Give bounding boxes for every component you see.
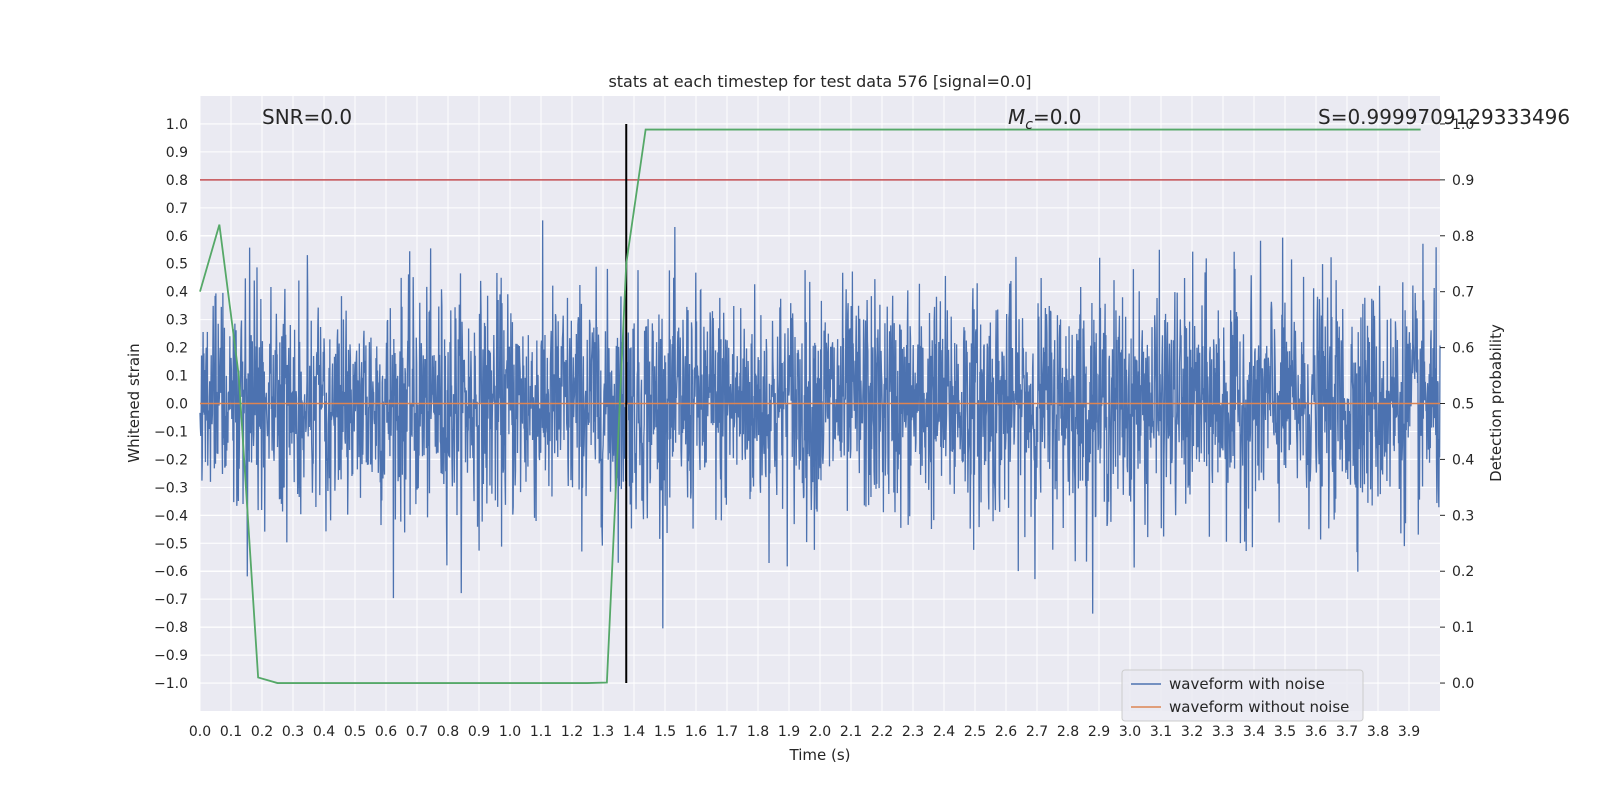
- mc-annotation: Mc=0.0: [1008, 105, 1082, 133]
- y-tick-label: 0.1: [166, 369, 188, 385]
- y2-tick-label: 0.3: [1452, 508, 1474, 524]
- x-tick-label: 0.6: [375, 724, 397, 740]
- x-tick-label: 0.3: [282, 724, 304, 740]
- y-tick-label: −0.9: [154, 648, 188, 664]
- y-tick-label: 0.6: [166, 229, 188, 245]
- x-tick-label: 0.5: [344, 724, 366, 740]
- x-tick-label: 1.9: [778, 724, 800, 740]
- x-tick-label: 3.6: [1305, 724, 1327, 740]
- mc-value: =0.0: [1033, 105, 1082, 129]
- y2-tick-label: 0.1: [1452, 620, 1474, 636]
- waveform-with-noise-line: [199, 220, 1441, 629]
- y-tick-label: −0.8: [154, 620, 188, 636]
- x-tick-label: 3.2: [1181, 724, 1203, 740]
- s-annotation: S=0.9999709129333496: [1318, 105, 1570, 129]
- y-tick-label: 0.2: [166, 341, 188, 357]
- detection-probability-line: [199, 128, 1421, 684]
- y-tick-label: 0.3: [166, 313, 188, 329]
- chart-title: stats at each timestep for test data 576…: [608, 72, 1031, 91]
- y-tick-label: 0.4: [166, 285, 188, 301]
- x-tick-label: 3.3: [1212, 724, 1234, 740]
- y-tick-label: −0.4: [154, 508, 188, 524]
- x-tick-label: 0.9: [468, 724, 490, 740]
- x-tick-label: 2.7: [1026, 724, 1048, 740]
- y-tick-label: 0.8: [166, 173, 188, 189]
- x-tick-label: 2.5: [964, 724, 986, 740]
- x-tick-label: 2.8: [1057, 724, 1079, 740]
- y2-axis-label: Detection probability: [1487, 324, 1505, 482]
- y-tick-label: −0.1: [154, 424, 188, 440]
- x-tick-label: 2.1: [840, 724, 862, 740]
- x-tick-label: 1.5: [654, 724, 676, 740]
- x-tick-label: 1.2: [561, 724, 583, 740]
- x-tick-label: 2.4: [933, 724, 955, 740]
- x-tick-label: 1.4: [623, 724, 645, 740]
- y2-tick-label: 0.0: [1452, 676, 1474, 692]
- legend-label-noise: waveform with noise: [1169, 675, 1325, 693]
- x-tick-label: 2.6: [995, 724, 1017, 740]
- x-tick-label: 0.7: [406, 724, 428, 740]
- x-tick-label: 1.0: [499, 724, 521, 740]
- x-tick-label: 3.1: [1150, 724, 1172, 740]
- y-tick-label: −0.5: [154, 536, 188, 552]
- y-tick-label: −1.0: [154, 676, 188, 692]
- y-tick-label: −0.6: [154, 564, 188, 580]
- lines-layer: [199, 123, 1440, 684]
- legend-box: [1121, 669, 1364, 722]
- noise-series: [199, 220, 1441, 629]
- y2-tick-label: 0.4: [1452, 452, 1474, 468]
- snr-annotation: SNR=0.0: [262, 105, 352, 129]
- x-tick-label: 3.5: [1274, 724, 1296, 740]
- x-tick-label: 0.1: [220, 724, 242, 740]
- x-tick-label: 2.0: [809, 724, 831, 740]
- y-tick-label: −0.2: [154, 452, 188, 468]
- x-tick-label: 1.8: [747, 724, 769, 740]
- legend: waveform with noise waveform without noi…: [1121, 669, 1364, 722]
- x-tick-label: 2.2: [871, 724, 893, 740]
- mc-subscript: c: [1025, 117, 1033, 133]
- x-tick-label: 2.9: [1088, 724, 1110, 740]
- y2-tick-label: 0.9: [1452, 173, 1474, 189]
- y-tick-label: 0.7: [166, 201, 188, 217]
- y-tick-label: 0.5: [166, 257, 188, 273]
- x-tick-label: 0.0: [189, 724, 211, 740]
- y2-tick-label: 0.6: [1452, 341, 1474, 357]
- x-tick-label: 3.0: [1119, 724, 1141, 740]
- y-tick-label: 1.0: [166, 117, 188, 133]
- ticks-layer: 0.0 0.1 0.2 0.3 0.4 0.5 0.6 0.7 0.8 0.9 1.0 1.1 1.2 1…: [154, 117, 1474, 740]
- x-tick-label: 0.2: [251, 724, 273, 740]
- x-tick-label: 1.3: [592, 724, 614, 740]
- y-tick-label: 0.0: [166, 397, 188, 413]
- x-axis-label: Time (s): [789, 746, 851, 764]
- x-tick-label: 3.8: [1367, 724, 1389, 740]
- x-tick-label: 1.7: [716, 724, 738, 740]
- x-tick-label: 3.4: [1243, 724, 1265, 740]
- x-tick-label: 0.8: [437, 724, 459, 740]
- y-tick-label: −0.3: [154, 480, 188, 496]
- x-tick-label: 3.7: [1336, 724, 1358, 740]
- mc-symbol: M: [1008, 105, 1025, 129]
- y2-tick-label: 0.5: [1452, 397, 1474, 413]
- x-tick-label: 1.6: [685, 724, 707, 740]
- y2-tick-label: 0.7: [1452, 285, 1474, 301]
- x-tick-label: 2.3: [902, 724, 924, 740]
- x-tick-label: 0.4: [313, 724, 335, 740]
- y2-tick-label: 1.0: [1452, 117, 1474, 133]
- x-tick-label: 3.9: [1398, 724, 1420, 740]
- y2-tick-label: 0.2: [1452, 564, 1474, 580]
- legend-label-clean: waveform without noise: [1169, 698, 1349, 716]
- y-tick-label: 0.9: [166, 145, 188, 161]
- x-tick-label: 1.1: [530, 724, 552, 740]
- y-axis-label: Whitened strain: [125, 343, 143, 462]
- y-tick-label: −0.7: [154, 592, 188, 608]
- y2-tick-label: 0.8: [1452, 229, 1474, 245]
